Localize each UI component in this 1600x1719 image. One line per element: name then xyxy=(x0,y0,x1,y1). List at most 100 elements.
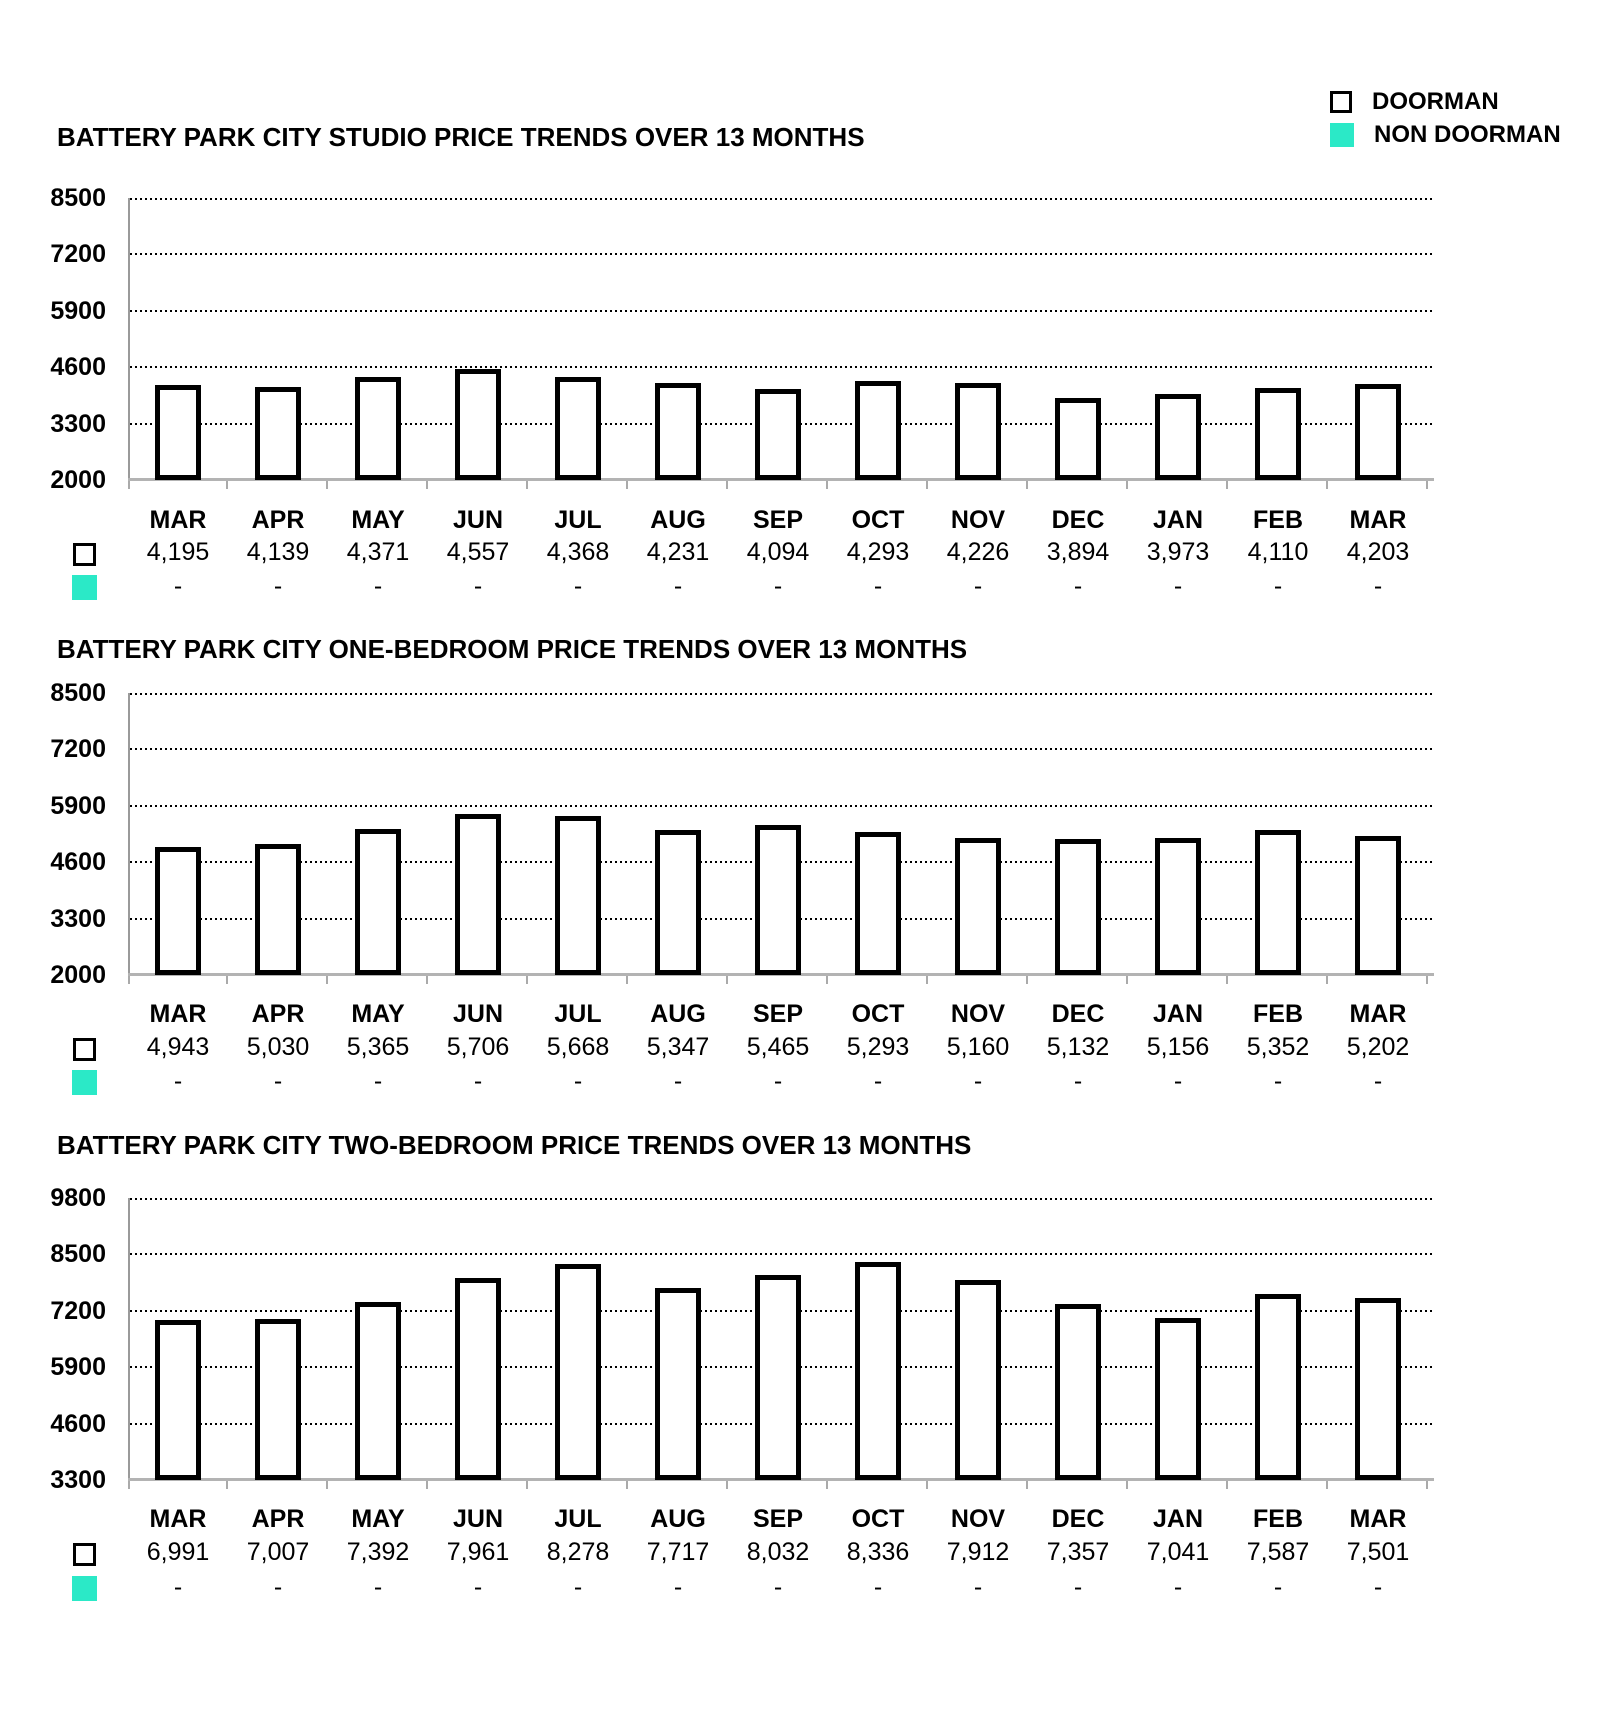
bar-doorman-dec-9 xyxy=(1055,398,1101,480)
y-axis-label: 5900 xyxy=(50,297,106,325)
bar-doorman-oct-7 xyxy=(855,381,901,480)
month-label: NOV xyxy=(950,506,1006,534)
doorman-value-label: 4,203 xyxy=(1346,538,1410,566)
non-doorman-value-label: - xyxy=(1273,572,1283,600)
non-doorman-value-label: - xyxy=(1373,1067,1383,1095)
month-label: JUN xyxy=(452,1000,503,1028)
gridline xyxy=(130,198,1432,200)
non-doorman-value-label: - xyxy=(873,1067,883,1095)
bar-doorman-sep-6 xyxy=(755,389,801,480)
doorman-value-label: 5,202 xyxy=(1346,1033,1410,1061)
bar-doorman-mar-0 xyxy=(155,385,201,480)
doorman-value-label: 7,912 xyxy=(946,1538,1010,1566)
non-doorman-value-label: - xyxy=(773,1067,783,1095)
month-label: APR xyxy=(251,1505,305,1533)
chart-title: BATTERY PARK CITY ONE-BEDROOM PRICE TREN… xyxy=(57,634,968,664)
doorman-value-label: 5,668 xyxy=(546,1033,610,1061)
bar-doorman-jul-4 xyxy=(555,816,601,975)
x-axis-tick xyxy=(426,481,428,489)
x-axis-tick xyxy=(128,976,130,984)
bar-doorman-jun-3 xyxy=(455,369,501,480)
doorman-value-label: 4,943 xyxy=(146,1033,210,1061)
bar-doorman-oct-7 xyxy=(855,1262,901,1480)
legend-row-doorman: DOORMAN xyxy=(1330,88,1561,121)
doorman-value-label: 5,293 xyxy=(846,1033,910,1061)
y-axis-label: 8500 xyxy=(50,1240,106,1268)
doorman-value-label: 7,392 xyxy=(346,1538,410,1566)
non-doorman-value-label: - xyxy=(1073,1067,1083,1095)
x-axis-tick xyxy=(226,1481,228,1489)
x-axis-tick xyxy=(626,1481,628,1489)
x-axis-tick xyxy=(326,1481,328,1489)
doorman-row-marker-icon xyxy=(73,1543,96,1566)
non-doorman-value-label: - xyxy=(273,572,283,600)
non-doorman-value-label: - xyxy=(173,1573,183,1601)
x-axis-tick xyxy=(526,1481,528,1489)
bar-doorman-jun-3 xyxy=(455,814,501,975)
bar-doorman-mar-0 xyxy=(155,847,201,975)
gridline xyxy=(130,1253,1432,1255)
legend-row-non-doorman: NON DOORMAN xyxy=(1330,121,1561,154)
y-axis-label: 7200 xyxy=(50,240,106,268)
month-label: MAR xyxy=(149,1505,207,1533)
chart-section-3: BATTERY PARK CITY TWO-BEDROOM PRICE TREN… xyxy=(0,1118,1600,1618)
x-axis-tick xyxy=(1326,976,1328,984)
bar-doorman-apr-1 xyxy=(255,1319,301,1480)
bar-doorman-mar-12 xyxy=(1355,836,1401,975)
plot-area xyxy=(128,1198,1434,1489)
month-label: OCT xyxy=(851,1000,905,1028)
bar-doorman-apr-1 xyxy=(255,844,301,975)
doorman-value-label: 7,717 xyxy=(646,1538,710,1566)
non-doorman-value-label: - xyxy=(873,572,883,600)
x-axis-tick xyxy=(1226,481,1228,489)
x-axis-tick xyxy=(726,1481,728,1489)
doorman-value-label: 5,156 xyxy=(1146,1033,1210,1061)
gridline xyxy=(130,253,1432,255)
x-axis-tick xyxy=(1326,481,1328,489)
x-axis-tick xyxy=(226,976,228,984)
x-axis-tick xyxy=(926,481,928,489)
month-label: MAR xyxy=(149,506,207,534)
month-label: JAN xyxy=(1152,506,1203,534)
doorman-value-label: 4,293 xyxy=(846,538,910,566)
doorman-value-label: 4,094 xyxy=(746,538,810,566)
x-axis-tick xyxy=(226,481,228,489)
doorman-value-label: 7,501 xyxy=(1346,1538,1410,1566)
doorman-value-label: 5,352 xyxy=(1246,1033,1310,1061)
month-label: JUL xyxy=(554,506,602,534)
non-doorman-value-label: - xyxy=(573,572,583,600)
month-label: DEC xyxy=(1051,1505,1105,1533)
non-doorman-value-label: - xyxy=(1173,1067,1183,1095)
x-axis-tick xyxy=(1226,976,1228,984)
non-doorman-value-label: - xyxy=(273,1067,283,1095)
month-label: NOV xyxy=(950,1505,1006,1533)
doorman-value-label: 4,226 xyxy=(946,538,1010,566)
x-axis-tick xyxy=(1426,1481,1428,1489)
bar-doorman-sep-6 xyxy=(755,1275,801,1480)
bar-doorman-jul-4 xyxy=(555,1264,601,1480)
x-axis-tick xyxy=(926,1481,928,1489)
doorman-value-label: 4,139 xyxy=(246,538,310,566)
x-axis-tick xyxy=(626,481,628,489)
bar-doorman-mar-0 xyxy=(155,1320,201,1480)
month-label: DEC xyxy=(1051,506,1105,534)
non-doorman-value-label: - xyxy=(1373,572,1383,600)
non-doorman-value-label: - xyxy=(573,1067,583,1095)
non-doorman-swatch-icon xyxy=(1330,123,1354,147)
plot-area xyxy=(128,693,1434,984)
month-label: NOV xyxy=(950,1000,1006,1028)
doorman-swatch-icon xyxy=(1330,91,1352,113)
month-label: FEB xyxy=(1253,1505,1303,1533)
bar-doorman-feb-11 xyxy=(1255,830,1301,975)
y-axis-label: 8500 xyxy=(50,679,106,707)
x-axis-tick xyxy=(426,1481,428,1489)
non-doorman-value-label: - xyxy=(173,572,183,600)
bar-doorman-may-2 xyxy=(355,377,401,480)
doorman-value-label: 8,278 xyxy=(546,1538,610,1566)
bar-doorman-dec-9 xyxy=(1055,839,1101,975)
y-axis-label: 3300 xyxy=(50,1466,106,1494)
non-doorman-legend-label: NON DOORMAN xyxy=(1374,121,1561,148)
y-axis-label: 8500 xyxy=(50,184,106,212)
gridline xyxy=(130,1198,1432,1200)
x-axis-tick xyxy=(826,976,828,984)
